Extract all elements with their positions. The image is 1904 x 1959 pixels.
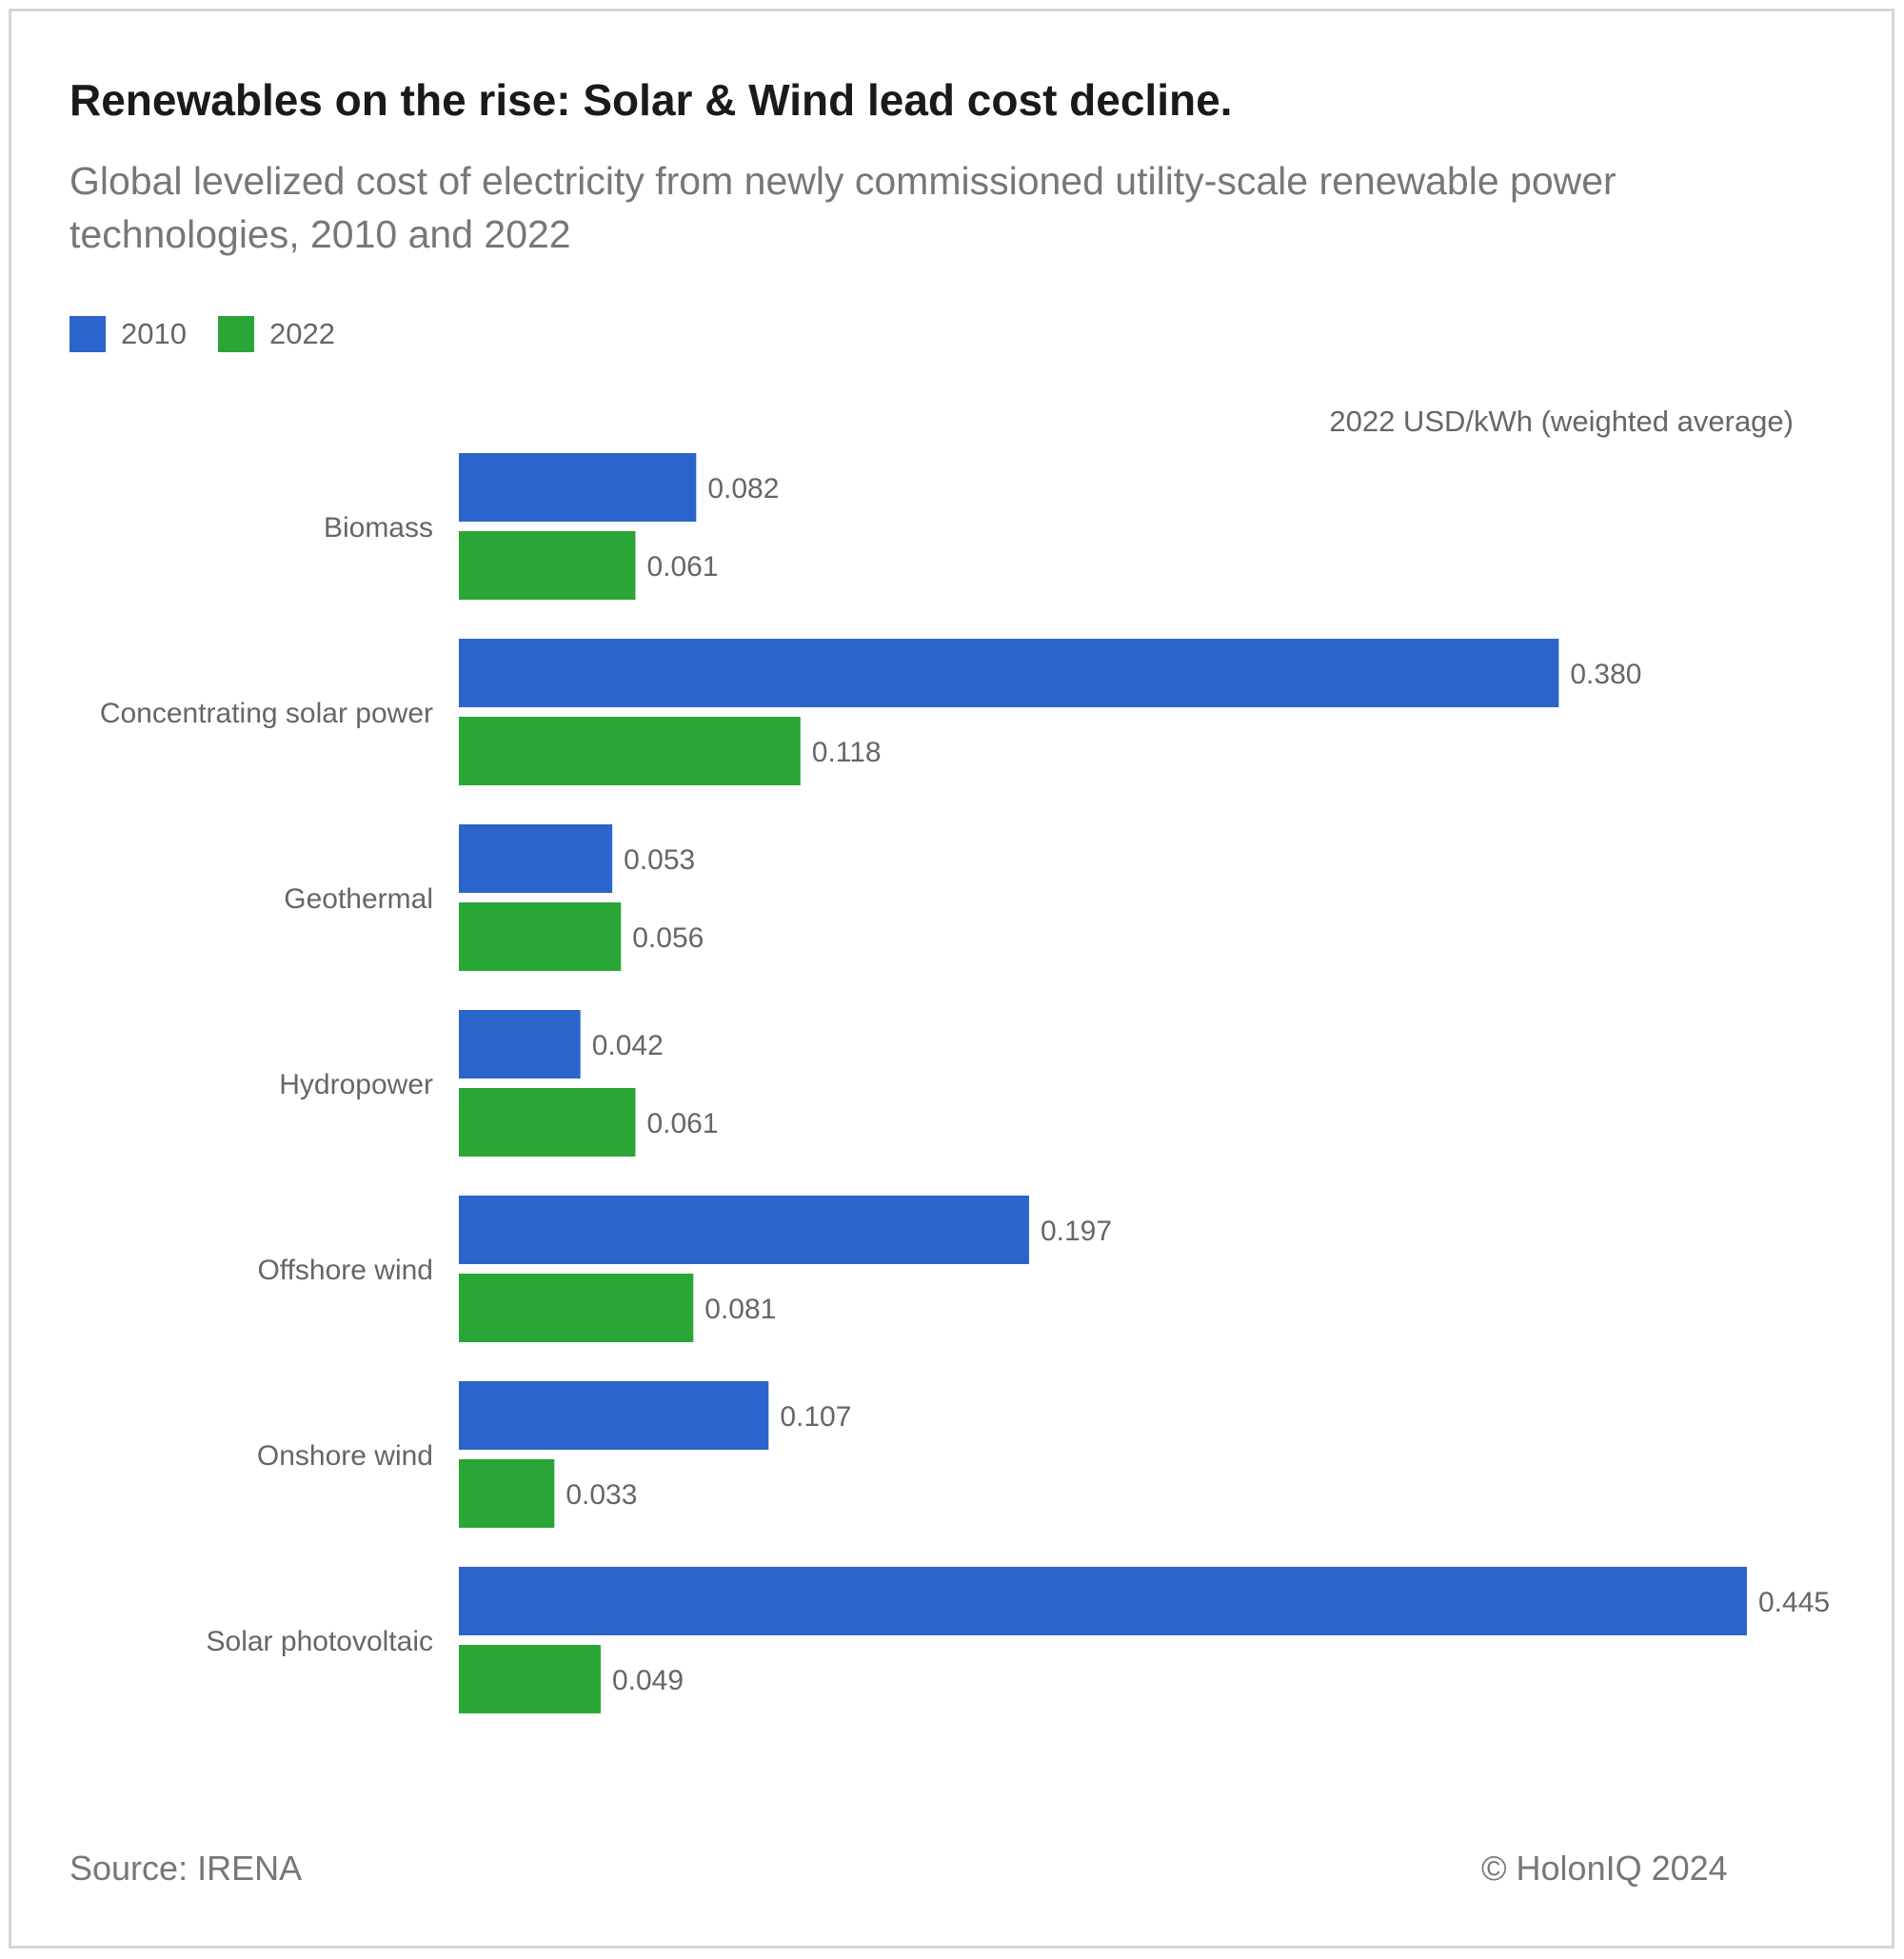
value-label-hydropower-2022: 0.061: [646, 1108, 718, 1139]
category-label-geothermal: Geothermal: [284, 883, 433, 915]
bars-group: Biomass 0.082 0.061 Concentrating solar pow…: [100, 453, 1830, 1713]
value-label-offshore-wind-2010: 0.197: [1041, 1216, 1112, 1247]
value-label-onshore-wind-2010: 0.107: [780, 1401, 851, 1433]
bar-biomass-2010: [459, 453, 697, 522]
legend-item-2022: 2022: [217, 316, 335, 352]
value-label-solar-photovoltaic-2010: 0.445: [1758, 1587, 1830, 1618]
value-label-biomass-2022: 0.061: [646, 551, 718, 583]
value-label-geothermal-2022: 0.056: [632, 922, 704, 954]
bar-hydropower-2010: [459, 1010, 581, 1078]
chart-subtitle: Global levelized cost of electricity fro…: [69, 159, 1616, 256]
legend-label-2022: 2022: [268, 317, 335, 350]
value-label-hydropower-2010: 0.042: [592, 1030, 664, 1061]
category-label-concentrating-solar-power: Concentrating solar power: [100, 698, 433, 729]
legend-label-2010: 2010: [121, 317, 187, 350]
category-label-onshore-wind: Onshore wind: [257, 1440, 433, 1472]
value-label-concentrating-solar-power-2022: 0.118: [812, 737, 882, 768]
value-label-biomass-2010: 0.082: [707, 473, 779, 505]
legend-swatch-2010: [69, 316, 106, 352]
bar-concentrating-solar-power-2022: [459, 717, 801, 785]
category-label-offshore-wind: Offshore wind: [257, 1255, 433, 1286]
bar-offshore-wind-2010: [459, 1196, 1029, 1264]
legend: 2010 2022: [69, 316, 367, 352]
category-label-solar-photovoltaic: Solar photovoltaic: [207, 1626, 433, 1657]
bar-chart: 2022 USD/kWh (weighted average) Biomass 0…: [100, 405, 1830, 1713]
bar-solar-photovoltaic-2022: [459, 1645, 601, 1713]
category-label-hydropower: Hydropower: [279, 1069, 433, 1100]
value-label-onshore-wind-2022: 0.033: [565, 1479, 637, 1511]
bar-solar-photovoltaic-2010: [459, 1567, 1747, 1635]
bar-geothermal-2010: [459, 824, 613, 893]
bar-hydropower-2022: [459, 1088, 636, 1157]
value-label-offshore-wind-2022: 0.081: [704, 1294, 776, 1325]
value-label-geothermal-2010: 0.053: [624, 844, 695, 876]
bar-onshore-wind-2022: [459, 1459, 555, 1528]
value-label-solar-photovoltaic-2022: 0.049: [612, 1665, 684, 1696]
unit-label: 2022 USD/kWh (weighted average): [1329, 405, 1794, 438]
bar-biomass-2022: [459, 531, 636, 600]
bar-geothermal-2022: [459, 902, 622, 971]
chart-title: Renewables on the rise: Solar & Wind lea…: [69, 75, 1233, 125]
bar-offshore-wind-2022: [459, 1274, 694, 1342]
category-label-biomass: Biomass: [324, 512, 433, 544]
source-note: Source: IRENA: [69, 1849, 303, 1888]
legend-swatch-2022: [217, 316, 254, 352]
bar-concentrating-solar-power-2010: [459, 639, 1559, 707]
value-label-concentrating-solar-power-2010: 0.380: [1570, 659, 1641, 690]
legend-item-2010: 2010: [69, 316, 187, 352]
copyright-note: © HolonIQ 2024: [1481, 1849, 1728, 1888]
bar-onshore-wind-2010: [459, 1381, 769, 1450]
